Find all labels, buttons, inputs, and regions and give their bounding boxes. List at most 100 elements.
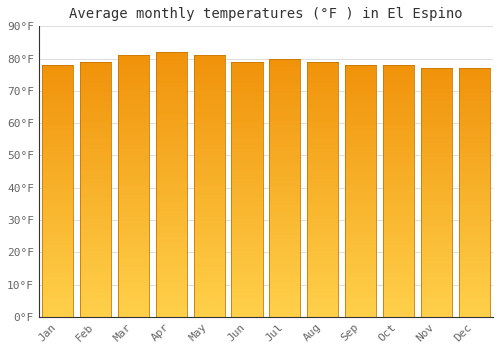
Bar [80, 313, 111, 315]
Bar [345, 216, 376, 218]
Bar [156, 98, 187, 101]
Bar [194, 195, 224, 197]
Bar [232, 223, 262, 225]
Bar [383, 195, 414, 197]
Bar [232, 270, 262, 272]
Bar [232, 281, 262, 283]
Bar [270, 82, 300, 84]
Bar [307, 100, 338, 102]
Bar [156, 140, 187, 142]
Bar [383, 224, 414, 226]
Bar [383, 313, 414, 315]
Bar [383, 178, 414, 180]
Bar [80, 111, 111, 113]
Bar [458, 178, 490, 180]
Bar [421, 91, 452, 93]
Bar [232, 249, 262, 251]
Bar [270, 125, 300, 127]
Bar [156, 284, 187, 286]
Bar [345, 99, 376, 101]
Bar [421, 219, 452, 222]
Bar [421, 124, 452, 126]
Bar [42, 111, 74, 113]
Bar [345, 166, 376, 168]
Bar [42, 191, 74, 193]
Bar [383, 289, 414, 292]
Bar [232, 147, 262, 149]
Bar [458, 294, 490, 296]
Bar [80, 189, 111, 191]
Bar [458, 278, 490, 280]
Bar [194, 153, 224, 155]
Bar [421, 282, 452, 284]
Bar [307, 128, 338, 130]
Bar [345, 143, 376, 145]
Bar [118, 247, 149, 249]
Bar [80, 240, 111, 243]
Bar [345, 191, 376, 193]
Bar [458, 180, 490, 182]
Bar [458, 120, 490, 122]
Bar [421, 226, 452, 228]
Bar [307, 151, 338, 153]
Bar [383, 245, 414, 247]
Bar [80, 132, 111, 134]
Bar [383, 294, 414, 296]
Bar [421, 186, 452, 188]
Bar [307, 257, 338, 259]
Bar [80, 276, 111, 279]
Bar [80, 272, 111, 274]
Bar [307, 62, 338, 64]
Bar [307, 213, 338, 215]
Bar [421, 176, 452, 178]
Bar [421, 197, 452, 199]
Bar [270, 252, 300, 254]
Bar [42, 92, 74, 95]
Bar [42, 247, 74, 250]
Title: Average monthly temperatures (°F ) in El Espino: Average monthly temperatures (°F ) in El… [69, 7, 462, 21]
Bar [383, 105, 414, 107]
Bar [421, 79, 452, 80]
Bar [421, 253, 452, 255]
Bar [194, 136, 224, 138]
Bar [80, 64, 111, 66]
Bar [270, 110, 300, 112]
Bar [232, 232, 262, 234]
Bar [194, 201, 224, 203]
Bar [421, 149, 452, 151]
Bar [156, 315, 187, 317]
Bar [458, 197, 490, 199]
Bar [80, 243, 111, 245]
Bar [118, 167, 149, 169]
Bar [232, 189, 262, 191]
Bar [458, 246, 490, 248]
Bar [421, 70, 452, 72]
Bar [156, 147, 187, 149]
Bar [307, 272, 338, 274]
Bar [232, 306, 262, 308]
Bar [42, 88, 74, 90]
Bar [458, 230, 490, 232]
Bar [383, 292, 414, 294]
Bar [270, 190, 300, 192]
Bar [118, 138, 149, 140]
Bar [156, 224, 187, 226]
Bar [156, 184, 187, 187]
Bar [232, 194, 262, 196]
Bar [307, 104, 338, 106]
Bar [270, 142, 300, 145]
Bar [194, 267, 224, 269]
Bar [345, 178, 376, 180]
Bar [42, 220, 74, 222]
Bar [307, 238, 338, 240]
Bar [80, 310, 111, 313]
Bar [42, 243, 74, 245]
Bar [194, 199, 224, 201]
Bar [194, 125, 224, 127]
Bar [345, 132, 376, 134]
Bar [232, 158, 262, 160]
Bar [232, 106, 262, 108]
Bar [118, 151, 149, 153]
Bar [156, 129, 187, 132]
Bar [421, 228, 452, 230]
